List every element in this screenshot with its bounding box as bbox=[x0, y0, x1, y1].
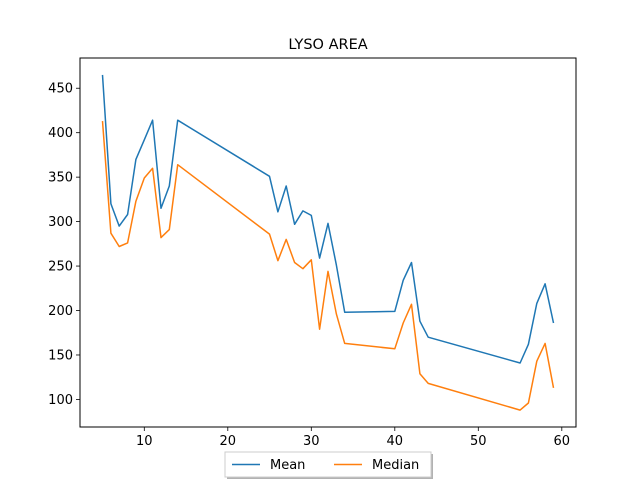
chart-title: LYSO AREA bbox=[288, 37, 367, 53]
y-axis: 100 150 200 250 300 350 400 450 bbox=[48, 82, 80, 408]
legend-label-mean: Mean bbox=[270, 458, 305, 473]
x-tick-label: 50 bbox=[470, 434, 487, 449]
legend: Mean Median bbox=[224, 451, 433, 479]
x-tick-label: 60 bbox=[554, 434, 571, 449]
x-tick-label: 20 bbox=[220, 434, 237, 449]
series-line-median bbox=[101, 121, 555, 411]
y-tick-label: 450 bbox=[48, 82, 73, 97]
x-tick-label: 10 bbox=[136, 434, 153, 449]
y-tick-label: 200 bbox=[48, 304, 73, 319]
y-tick-label: 150 bbox=[48, 348, 73, 363]
x-tick-label: 30 bbox=[303, 434, 320, 449]
y-tick-label: 250 bbox=[48, 260, 73, 275]
x-axis: 10 20 30 40 50 60 bbox=[136, 427, 570, 449]
y-tick-label: 350 bbox=[48, 171, 73, 186]
plot-frame bbox=[79, 57, 577, 428]
x-tick-label: 40 bbox=[387, 434, 404, 449]
series-line-mean bbox=[101, 74, 555, 364]
y-tick-label: 400 bbox=[48, 126, 73, 141]
y-tick-label: 300 bbox=[48, 215, 73, 230]
y-tick-label: 100 bbox=[48, 393, 73, 408]
legend-box bbox=[224, 451, 432, 478]
legend-label-median: Median bbox=[372, 458, 419, 473]
series-layer bbox=[101, 74, 555, 411]
